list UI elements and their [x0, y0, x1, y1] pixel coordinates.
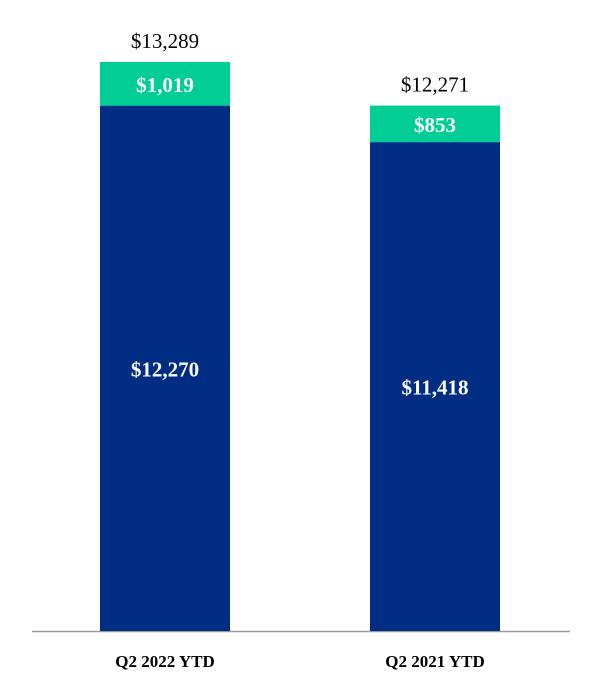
bar-segment-top: [370, 105, 500, 143]
total-label: $13,289: [131, 29, 199, 53]
data-label-base: $11,418: [401, 376, 468, 400]
bar-segment-top: [100, 62, 230, 106]
total-label: $12,271: [401, 73, 469, 97]
bar-segment-base: [370, 142, 500, 631]
data-label-top: $1,019: [136, 73, 194, 97]
data-label-base: $12,270: [131, 357, 199, 381]
bar-segment-base: [100, 105, 230, 631]
x-tick-label: Q2 2021 YTD: [385, 652, 485, 671]
data-label-top: $853: [414, 113, 456, 137]
x-tick-label: Q2 2022 YTD: [115, 652, 215, 671]
